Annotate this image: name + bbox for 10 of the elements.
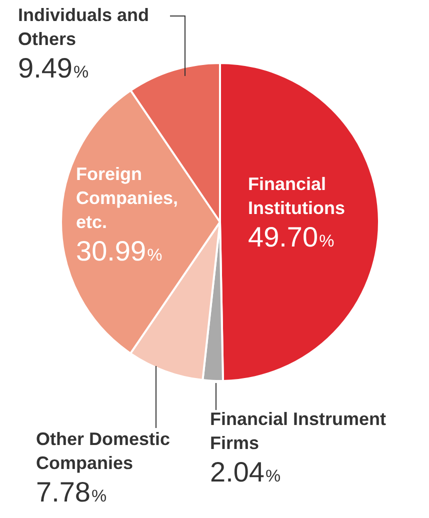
slice-label: Financial Institutions (248, 174, 345, 218)
slice-label: Foreign Companies, etc. (76, 164, 178, 232)
data-label: 9.49% (18, 52, 89, 84)
data-label: 30.99% (76, 236, 162, 267)
data-label: 49.70% (248, 222, 334, 253)
slice-label: Financial Instrument Firms (210, 408, 386, 453)
data-label: 2.04% (210, 456, 281, 488)
slice-label: Other Domestic Companies (36, 428, 170, 473)
slice-label: Individuals and Others (18, 4, 150, 49)
data-label: 7.78% (36, 476, 107, 508)
